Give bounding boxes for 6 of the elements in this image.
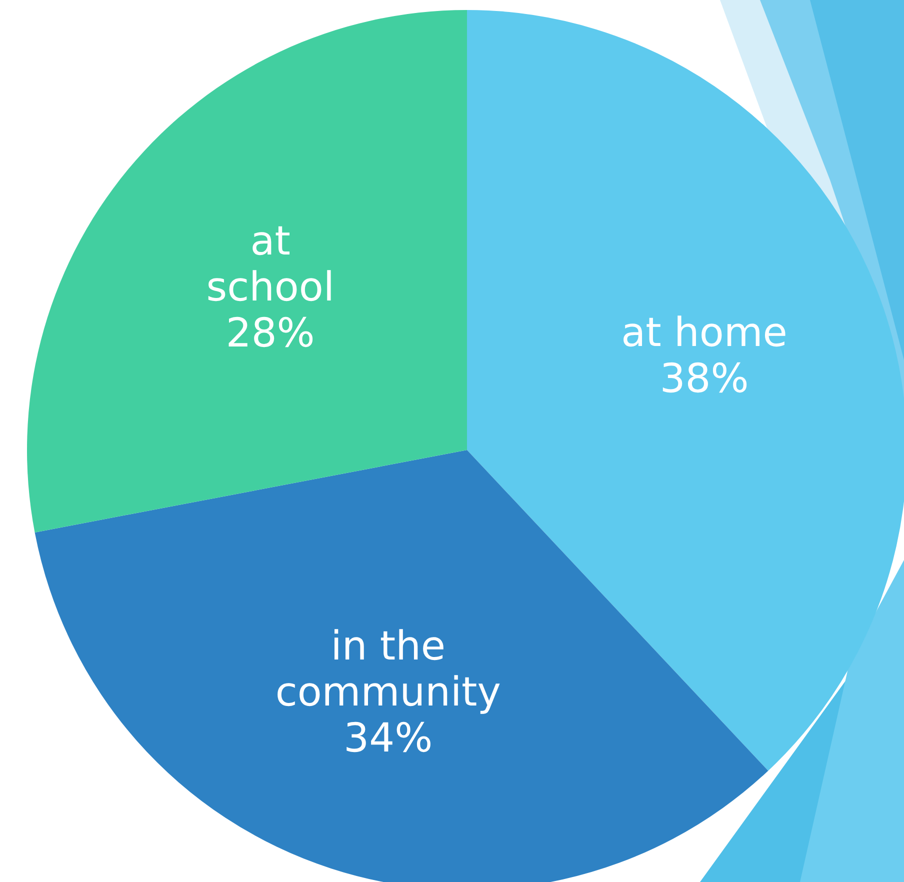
data-label: 34% bbox=[344, 716, 433, 762]
slice-label: at home bbox=[621, 310, 788, 356]
slice-label: in the community bbox=[275, 624, 501, 716]
data-label: 28% bbox=[226, 310, 315, 356]
slice-label: at school bbox=[206, 218, 334, 310]
data-label: 38% bbox=[660, 356, 749, 402]
